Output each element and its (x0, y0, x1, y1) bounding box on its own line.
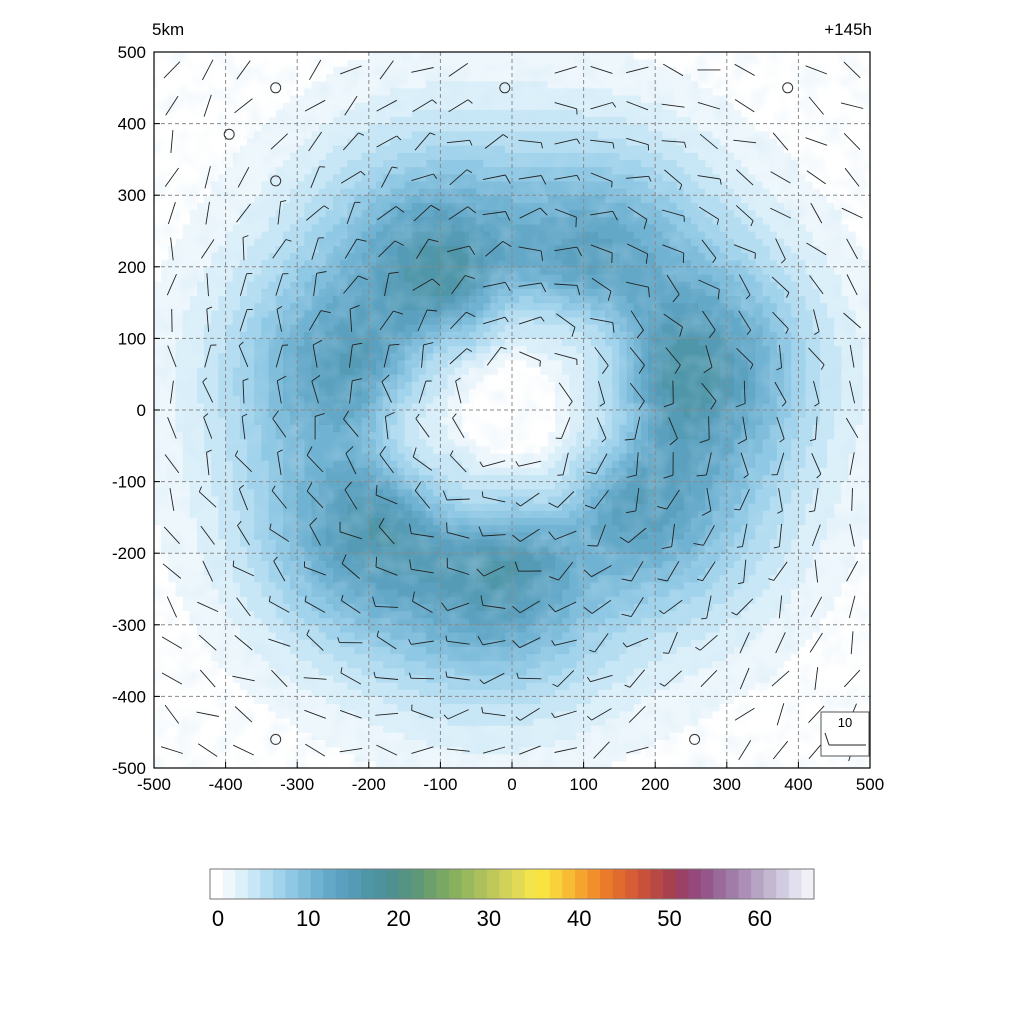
plot-area: -500 -400 -300 -200 -100 0 100 200 300 400 500-500… (112, 43, 884, 794)
